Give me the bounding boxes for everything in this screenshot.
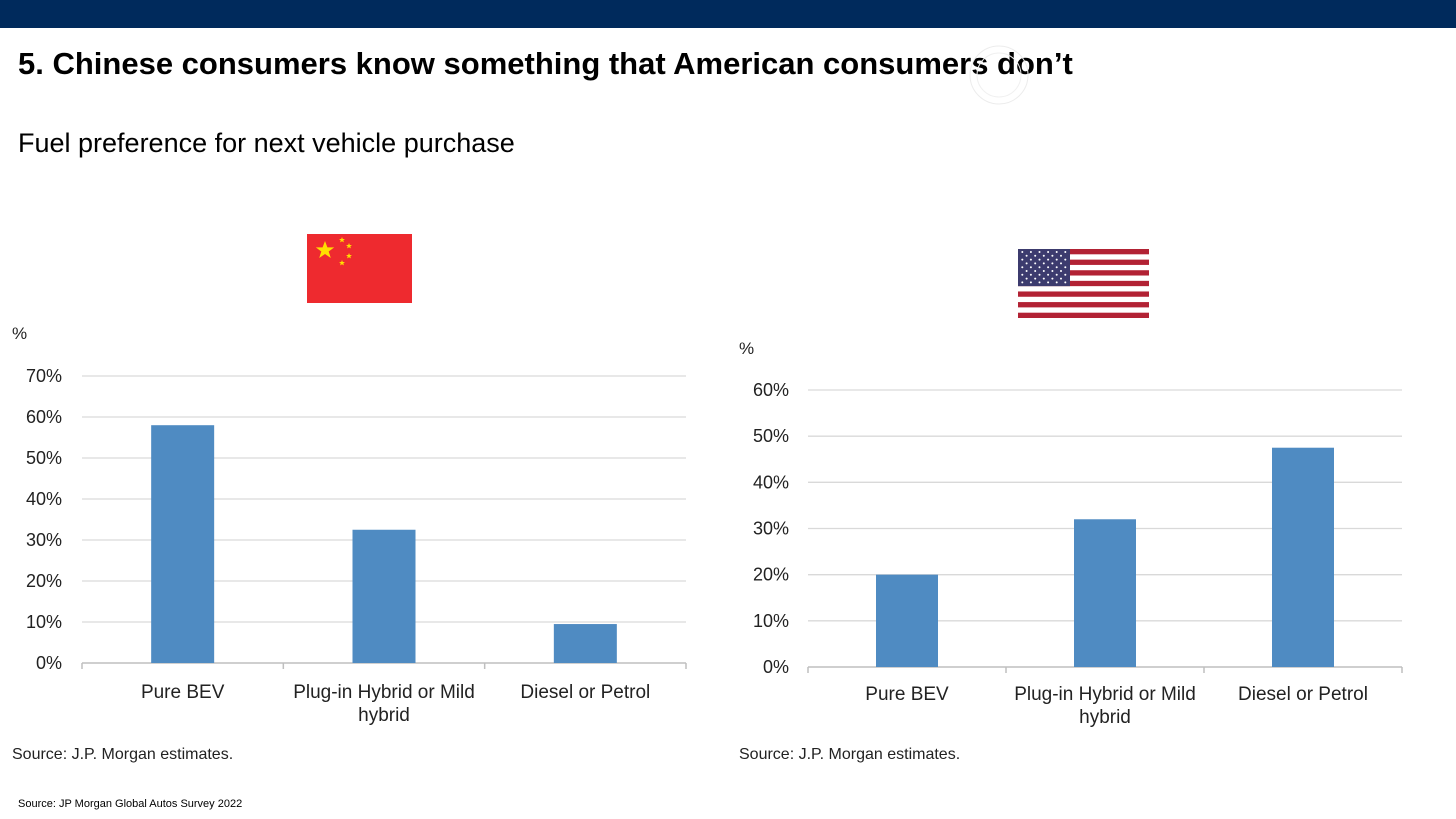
y-tick-label: 0% — [763, 657, 789, 677]
bar-chart-usa: % 0% 10% 20% 30% 40% 50% 60% Pure BEV Plug-in Hyb… — [739, 339, 1403, 763]
x-category-label: Pure BEV — [141, 682, 225, 703]
y-tick-label: 20% — [26, 571, 62, 591]
y-tick-label: 50% — [753, 426, 789, 446]
page-subtitle: Fuel preference for next vehicle purchas… — [18, 128, 515, 158]
y-tick-label: 40% — [26, 489, 62, 509]
bar-diesel-or-petrol — [553, 624, 617, 663]
unit-label: % — [739, 339, 754, 358]
bar-plug-in-hybrid-or-mild-hybrid — [1074, 519, 1136, 667]
bar-pure-bev — [876, 574, 938, 667]
top-banner — [0, 0, 1456, 28]
y-tick-label: 0% — [36, 653, 62, 673]
x-category-label: Diesel or Petrol — [520, 682, 650, 703]
y-tick-label: 10% — [26, 612, 62, 632]
footer-source: Source: JP Morgan Global Autos Survey 20… — [18, 798, 243, 810]
usa-flag-icon — [1018, 249, 1149, 318]
y-tick-label: 30% — [26, 530, 62, 550]
x-category-label: Pure BEV — [865, 684, 949, 705]
y-tick-label: 60% — [26, 407, 62, 427]
unit-label: % — [12, 324, 27, 343]
bar-pure-bev — [151, 425, 215, 663]
watermark-seal — [969, 45, 1029, 105]
y-tick-label: 20% — [753, 565, 789, 585]
y-tick-label: 30% — [753, 519, 789, 539]
page-title: 5. Chinese consumers know something that… — [18, 46, 1073, 81]
china-flag-icon — [307, 234, 412, 303]
x-category-label: Plug-in Hybrid or Mild hybrid — [1014, 684, 1196, 728]
y-tick-label: 70% — [26, 366, 62, 386]
x-category-label: Diesel or Petrol — [1238, 684, 1368, 705]
x-category-label: Plug-in Hybrid or Mild hybrid — [293, 682, 475, 726]
bar-plug-in-hybrid-or-mild-hybrid — [352, 529, 416, 663]
y-tick-label: 10% — [753, 611, 789, 631]
y-tick-label: 50% — [26, 448, 62, 468]
y-tick-label: 40% — [753, 472, 789, 492]
chart-source-note: Source: J.P. Morgan estimates. — [739, 746, 960, 763]
bar-chart-china: % 0% 10% 20% 30% 40% 50% 60% 70% Pure BEV Plug-in … — [12, 324, 687, 763]
y-tick-label: 60% — [753, 380, 789, 400]
bar-diesel-or-petrol — [1272, 447, 1334, 667]
chart-source-note: Source: J.P. Morgan estimates. — [12, 746, 233, 763]
